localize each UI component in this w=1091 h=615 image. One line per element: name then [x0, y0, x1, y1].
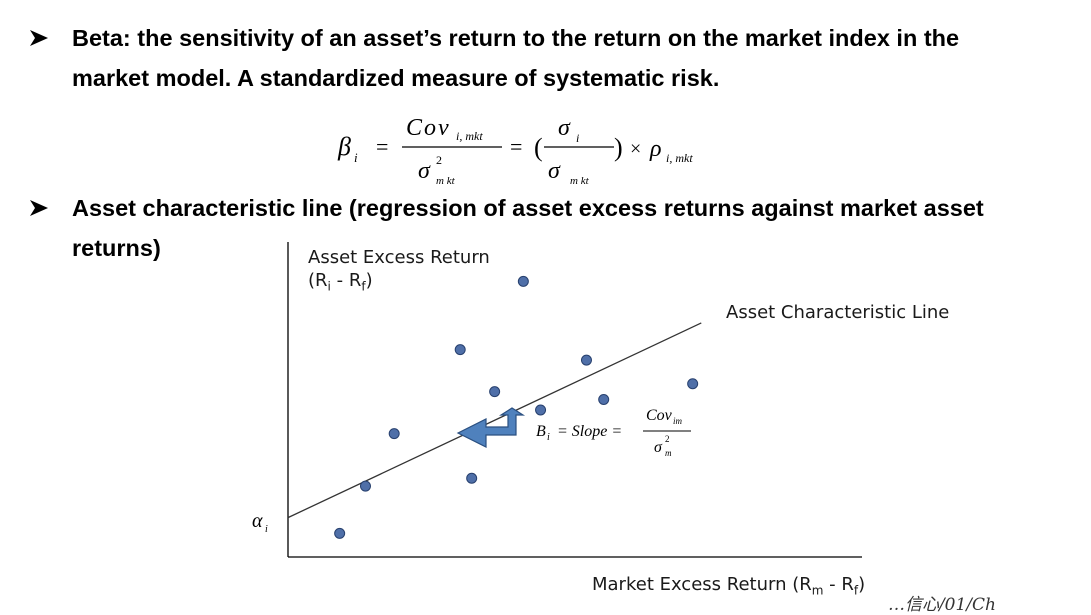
bullet-2-line1: Asset characteristic line (regression of… [72, 195, 984, 221]
data-point-1 [334, 527, 346, 539]
y-label-sub-i: i [327, 279, 331, 294]
data-point-3 [388, 428, 400, 440]
slope-cov: Cov [646, 407, 673, 424]
sigma-mkt-denominator: σ [548, 158, 561, 184]
x-label-mid: - R [823, 574, 854, 595]
data-point-8 [535, 404, 547, 416]
data-point-6 [489, 386, 501, 398]
slope-B-subscript: i [547, 432, 550, 443]
slope-sigma-sub: m [665, 448, 672, 458]
slope-B: B [536, 423, 546, 440]
data-point-11 [687, 378, 699, 390]
alpha-subscript: i [265, 524, 268, 535]
bullet-1-text: Beta: the sensitivity of an asset’s retu… [72, 18, 959, 98]
times-sign: × [630, 138, 641, 160]
data-point-5 [466, 472, 478, 484]
characteristic-line-chart: B i = Slope = Cov im σ 2 m α i Asset Exc… [240, 238, 1000, 615]
sigma-denominator: σ [418, 158, 431, 184]
y-axis-label-line1: Asset Excess Return [308, 247, 490, 268]
y-label-mid: - R [330, 270, 362, 291]
line-label: Asset Characteristic Line [726, 302, 950, 323]
sigma-mkt-den-subscript: m kt [570, 175, 590, 187]
equals-sign-1: = [376, 134, 388, 159]
slope-sigma-sup: 2 [665, 434, 670, 444]
beta-formula: β i = Cov i, mkt σ 2 m kt = ( σ i σ m kt… [337, 115, 693, 187]
sigma-i-subscript: i [576, 131, 579, 145]
sigma-squared: 2 [436, 153, 442, 167]
data-points [334, 275, 699, 539]
x-axis-label: Market Excess Return (Rm - Rf) [592, 574, 865, 598]
cov-numerator: Cov [406, 115, 451, 141]
chart-plot: B i = Slope = Cov im σ 2 m α i [252, 242, 862, 558]
beta-symbol: β [337, 132, 351, 161]
bullet-arrow-icon [30, 30, 48, 46]
x-label-sub-f: f [853, 583, 859, 598]
bullet-2-text: Asset characteristic line (regression of… [72, 188, 984, 268]
open-paren: ( [534, 133, 543, 162]
sigma-mkt-subscript: m kt [436, 175, 456, 187]
rho-symbol: ρ [649, 136, 662, 162]
equals-sign-2: = [510, 134, 522, 159]
handwritten-note: …信心/01/Ch [887, 595, 996, 615]
bullet-1-line2: market model. A standardized measure of … [72, 65, 720, 91]
data-point-7 [517, 275, 529, 287]
slope-sigma: σ [654, 439, 663, 456]
y-axis-label-line2: (Ri - Rf) [308, 270, 490, 294]
data-point-10 [598, 394, 610, 405]
y-axis-label: Asset Excess Return (Ri - Rf) [308, 247, 490, 294]
bullet-arrow-icon [30, 200, 48, 216]
sigma-i-numerator: σ [558, 115, 571, 141]
data-point-4 [454, 344, 466, 356]
data-point-9 [580, 354, 592, 366]
slope-arrow-icon [456, 407, 526, 448]
x-label-main: Market Excess Return (R [592, 574, 812, 595]
bullet-1-line1: Beta: the sensitivity of an asset’s retu… [72, 25, 960, 51]
y-label-end: ) [365, 270, 373, 291]
y-label-r: (R [308, 270, 328, 291]
alpha-symbol: α [252, 510, 263, 532]
characteristic-line [287, 322, 702, 519]
x-label-sub-m: m [811, 583, 824, 598]
rho-subscript: i, mkt [666, 151, 693, 165]
cov-subscript: i, mkt [456, 129, 483, 143]
beta-subscript: i [354, 150, 358, 165]
slope-cov-subscript: im [673, 416, 683, 426]
bullet-2-line2: returns) [72, 235, 161, 261]
y-label-sub-f: f [361, 279, 366, 294]
close-paren: ) [614, 133, 623, 162]
x-label-end: ) [858, 574, 866, 595]
data-point-2 [359, 480, 371, 492]
slope-text: = Slope = [553, 423, 626, 440]
